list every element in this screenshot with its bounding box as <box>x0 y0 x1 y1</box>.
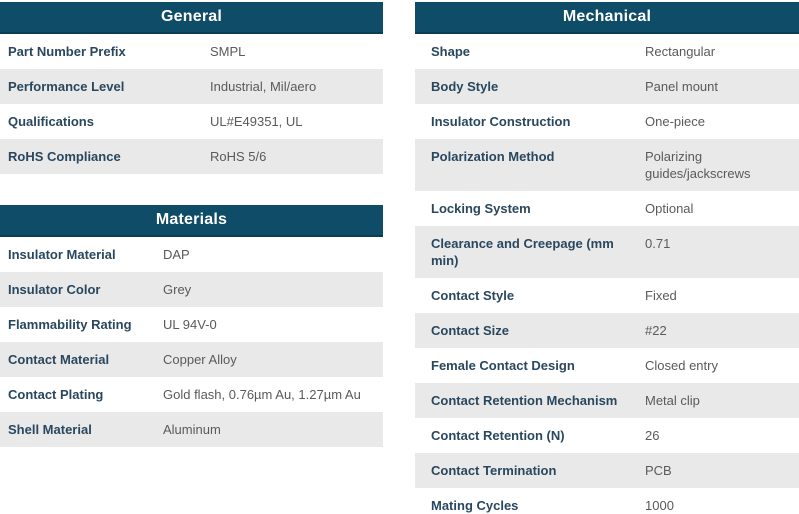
mechanical-table: Mechanical Shape Rectangular Body Style Pan… <box>415 2 799 514</box>
mechanical-table-rows: Shape Rectangular Body Style Panel mount Ins… <box>415 34 799 514</box>
mechanical-table-title: Mechanical <box>415 2 799 34</box>
row-label: Flammability Rating <box>8 317 132 332</box>
materials-table-rows: Insulator Material DAP Insulator Color Grey… <box>0 237 383 447</box>
table-row: Polarization Method Polarizing guides/jac… <box>415 139 799 191</box>
table-row: Body Style Panel mount <box>415 69 799 104</box>
row-label: Contact Size <box>431 323 510 338</box>
row-label: Polarization Method <box>431 149 555 164</box>
table-row: Female Contact Design Closed entry <box>415 348 799 383</box>
row-label: Insulator Material <box>8 247 116 262</box>
row-value: 0.71 <box>645 236 671 251</box>
table-row: Insulator Construction One-piece <box>415 104 799 139</box>
row-value: Closed entry <box>645 358 718 373</box>
general-table: General Part Number Prefix SMPL Performanc… <box>0 2 383 174</box>
table-row: Contact Retention Mechanism Metal clip <box>415 383 799 418</box>
table-row: Contact Size #22 <box>415 313 799 348</box>
row-value: Metal clip <box>645 393 700 408</box>
row-label: Body Style <box>431 79 499 94</box>
table-row: Contact Termination PCB <box>415 453 799 488</box>
row-label: Qualifications <box>8 114 94 129</box>
row-value: Grey <box>163 282 192 297</box>
row-value: Optional <box>645 201 694 216</box>
row-label: Insulator Construction <box>431 114 571 129</box>
row-label: Female Contact Design <box>431 358 575 373</box>
row-label: Part Number Prefix <box>8 44 126 59</box>
table-row: Contact Style Fixed <box>415 278 799 313</box>
materials-table: Materials Insulator Material DAP Insulator… <box>0 205 383 447</box>
row-label: RoHS Compliance <box>8 149 121 164</box>
table-row: Qualifications UL#E49351, UL <box>0 104 383 139</box>
row-label: Mating Cycles <box>431 498 519 513</box>
row-value: Copper Alloy <box>163 352 237 367</box>
row-value: Aluminum <box>163 422 221 437</box>
row-value: 26 <box>645 428 660 443</box>
row-value: Fixed <box>645 288 677 303</box>
row-label: Contact Material <box>8 352 110 367</box>
row-value: One-piece <box>645 114 705 129</box>
row-value: Industrial, Mil/aero <box>210 79 317 94</box>
row-label: Contact Retention (N) <box>431 428 565 443</box>
row-label: Shell Material <box>8 422 92 437</box>
row-label: Shape <box>431 44 471 59</box>
row-value: Panel mount <box>645 79 718 94</box>
table-row: Clearance and Creepage (mm min) 0.71 <box>415 226 799 278</box>
table-row: Part Number Prefix SMPL <box>0 34 383 69</box>
row-value: RoHS 5/6 <box>210 149 267 164</box>
table-row: Flammability Rating UL 94V-0 <box>0 307 383 342</box>
materials-table-title: Materials <box>0 205 383 237</box>
table-row: Insulator Color Grey <box>0 272 383 307</box>
row-value: Gold flash, 0.76µm Au, 1.27µm Au <box>163 387 361 402</box>
general-table-rows: Part Number Prefix SMPL Performance Level I… <box>0 34 383 174</box>
row-value: SMPL <box>210 44 246 59</box>
left-column: General Part Number Prefix SMPL Performanc… <box>0 2 383 514</box>
row-value: PCB <box>645 463 672 478</box>
table-row: Insulator Material DAP <box>0 237 383 272</box>
table-row: Contact Plating Gold flash, 0.76µm Au, 1.… <box>0 377 383 412</box>
row-value: #22 <box>645 323 667 338</box>
row-label: Insulator Color <box>8 282 101 297</box>
row-label: Contact Plating <box>8 387 104 402</box>
row-label: Locking System <box>431 201 531 216</box>
row-label: Contact Retention Mechanism <box>431 393 618 408</box>
row-label: Contact Termination <box>431 463 557 478</box>
row-value: DAP <box>163 247 190 262</box>
row-label: Clearance and Creepage (mm min) <box>431 236 614 268</box>
row-value: UL#E49351, UL <box>210 114 303 129</box>
table-row: Contact Material Copper Alloy <box>0 342 383 377</box>
row-value: UL 94V-0 <box>163 317 217 332</box>
row-value: Polarizing guides/jackscrews <box>645 149 751 181</box>
row-label: Performance Level <box>8 79 125 94</box>
general-table-title: General <box>0 2 383 34</box>
row-label: Contact Style <box>431 288 515 303</box>
right-column: Mechanical Shape Rectangular Body Style Pan… <box>415 2 799 514</box>
table-row: Shell Material Aluminum <box>0 412 383 447</box>
row-value: Rectangular <box>645 44 716 59</box>
table-row: Contact Retention (N) 26 <box>415 418 799 453</box>
row-value: 1000 <box>645 498 674 513</box>
table-row: Mating Cycles 1000 <box>415 488 799 514</box>
table-row: Shape Rectangular <box>415 34 799 69</box>
table-row: RoHS Compliance RoHS 5/6 <box>0 139 383 174</box>
table-row: Locking System Optional <box>415 191 799 226</box>
table-row: Performance Level Industrial, Mil/aero <box>0 69 383 104</box>
